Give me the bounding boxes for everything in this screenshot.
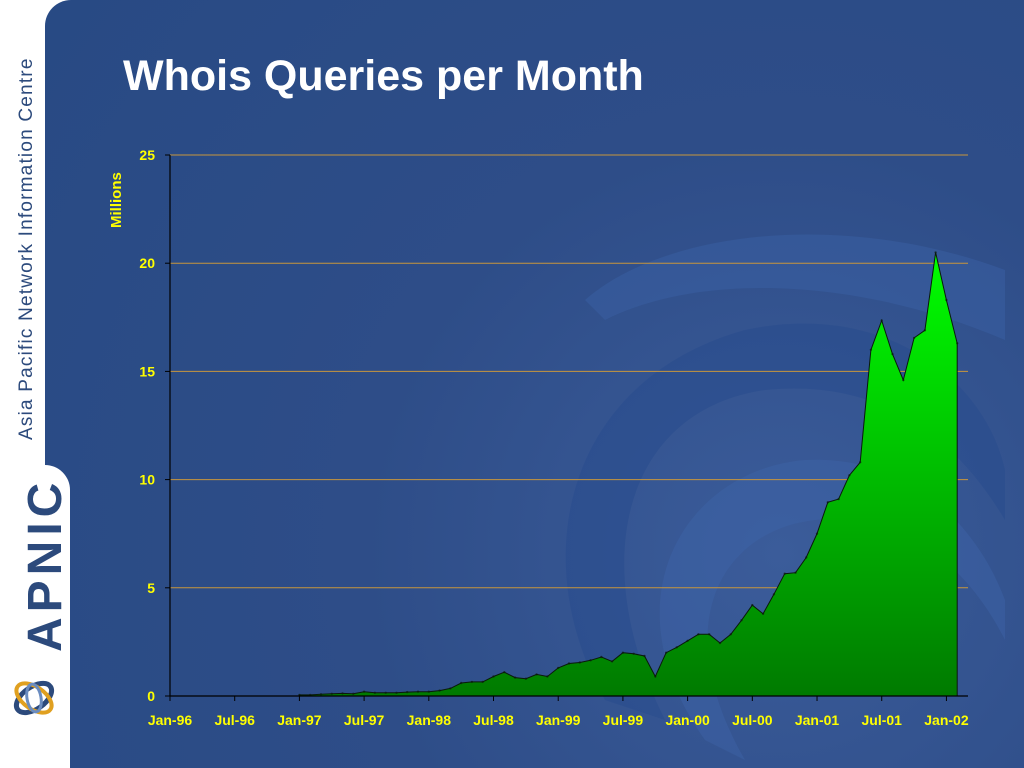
data-point: [567, 662, 571, 665]
data-point: [427, 690, 430, 693]
data-point: [362, 690, 366, 693]
x-tick-label: Jul-96: [214, 712, 255, 728]
data-point: [406, 690, 409, 694]
x-tick-label: Jan-98: [407, 712, 452, 728]
data-point: [956, 342, 959, 345]
data-point: [470, 680, 474, 684]
x-tick-label: Jan-01: [795, 712, 840, 728]
data-point: [805, 556, 808, 559]
data-point: [794, 571, 797, 574]
y-tick-label: 25: [139, 147, 155, 163]
data-point: [643, 654, 646, 658]
data-point: [557, 666, 560, 670]
data-point: [729, 633, 732, 636]
data-point: [718, 641, 722, 645]
data-point: [578, 661, 581, 664]
data-point: [481, 680, 484, 684]
x-tick-label: Jan-96: [148, 712, 193, 728]
data-point: [686, 639, 689, 642]
data-point: [902, 378, 905, 382]
data-point: [859, 461, 862, 464]
data-point: [503, 671, 506, 674]
data-point: [384, 691, 387, 694]
y-tick-label: 20: [139, 255, 155, 271]
data-point: [880, 319, 883, 322]
data-point: [869, 348, 873, 351]
apnic-logo-icon: [13, 680, 55, 716]
data-point: [945, 298, 948, 302]
data-point: [772, 593, 776, 596]
data-point: [395, 691, 398, 694]
y-tick-label: 0: [147, 688, 155, 704]
data-point: [934, 251, 937, 254]
series-area-fill: [298, 252, 958, 697]
x-tick-label: Jul-00: [732, 712, 773, 728]
data-point: [373, 691, 377, 694]
data-point: [848, 474, 851, 477]
sidebar-corner: [45, 465, 70, 768]
data-point: [708, 633, 711, 636]
x-tick-label: Jan-00: [665, 712, 710, 728]
data-point: [438, 689, 441, 692]
data-point: [751, 603, 754, 607]
data-point: [535, 673, 538, 676]
data-point: [416, 690, 420, 693]
data-point: [330, 692, 333, 695]
data-point: [783, 572, 786, 575]
data-point: [761, 612, 765, 615]
y-axis-title: Millions: [108, 172, 125, 228]
x-tick-label: Jul-97: [344, 712, 385, 728]
x-tick-label: Jan-97: [277, 712, 322, 728]
data-point: [546, 675, 549, 678]
x-tick-label: Jan-02: [924, 712, 969, 728]
y-tick-label: 10: [139, 472, 155, 488]
data-point: [524, 677, 528, 680]
data-point: [923, 329, 927, 332]
data-point: [492, 675, 495, 678]
y-tick-labels: 0 5 10 15 20 25: [139, 147, 155, 704]
axes: [165, 154, 968, 701]
data-point: [740, 619, 743, 622]
data-point: [449, 687, 452, 690]
y-tick-label: 5: [147, 580, 155, 596]
data-point: [912, 336, 916, 340]
data-point: [621, 651, 625, 654]
data-point: [664, 651, 668, 654]
data-point: [654, 675, 657, 678]
data-point: [513, 676, 517, 679]
data-point: [589, 659, 592, 662]
data-point: [632, 652, 635, 655]
series-area: [298, 251, 959, 697]
data-point: [610, 660, 614, 663]
x-tick-label: Jan-99: [536, 712, 581, 728]
y-tick-label: 15: [139, 363, 155, 379]
data-point: [697, 633, 700, 636]
data-point: [341, 692, 344, 695]
data-point: [815, 532, 819, 535]
x-tick-label: Jul-01: [861, 712, 902, 728]
data-point: [460, 681, 463, 685]
data-point: [352, 692, 355, 695]
data-point: [319, 693, 323, 696]
x-tick-label: Jul-98: [473, 712, 514, 728]
page-title: Whois Queries per Month: [123, 52, 644, 100]
data-point: [675, 646, 678, 649]
data-point: [826, 501, 829, 504]
data-point: [600, 655, 603, 659]
x-tick-labels: Jan-96 Jul-96 Jan-97 Jul-97 Jan-98 Jul-98 Jan-…: [148, 712, 969, 728]
data-point: [891, 352, 894, 356]
x-tick-label: Jul-99: [603, 712, 644, 728]
data-point: [837, 497, 840, 501]
